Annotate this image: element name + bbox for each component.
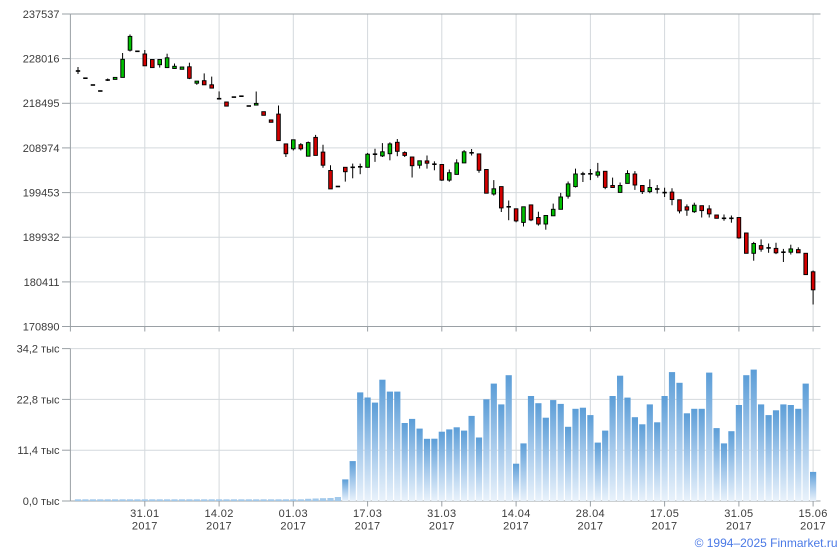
svg-text:170890: 170890: [23, 321, 60, 333]
svg-text:218495: 218495: [23, 98, 60, 110]
svg-text:208974: 208974: [23, 143, 60, 155]
svg-text:17.05: 17.05: [650, 508, 679, 520]
svg-text:189932: 189932: [23, 232, 60, 244]
svg-text:2017: 2017: [577, 521, 603, 533]
svg-text:180411: 180411: [24, 277, 60, 289]
svg-text:11,4 тыс: 11,4 тыс: [17, 445, 60, 457]
svg-text:28.04: 28.04: [576, 508, 605, 520]
svg-text:31.03: 31.03: [427, 508, 456, 520]
svg-text:34,2 тыс: 34,2 тыс: [17, 344, 60, 356]
svg-text:2017: 2017: [726, 521, 752, 533]
svg-text:31.05: 31.05: [724, 508, 753, 520]
svg-text:2017: 2017: [429, 521, 455, 533]
svg-text:2017: 2017: [652, 521, 678, 533]
svg-text:2017: 2017: [206, 521, 232, 533]
svg-text:15.06: 15.06: [798, 508, 827, 520]
svg-text:01.03: 01.03: [279, 508, 308, 520]
svg-text:22,8 тыс: 22,8 тыс: [17, 394, 60, 406]
svg-text:2017: 2017: [800, 521, 826, 533]
svg-text:2017: 2017: [132, 521, 158, 533]
svg-text:© 1994–2025 Finmarket.ru: © 1994–2025 Finmarket.ru: [695, 536, 838, 550]
svg-text:199453: 199453: [23, 188, 60, 200]
svg-text:237537: 237537: [23, 9, 60, 21]
svg-text:17.03: 17.03: [353, 508, 382, 520]
svg-text:14.04: 14.04: [501, 508, 530, 520]
svg-text:14.02: 14.02: [204, 508, 233, 520]
svg-text:2017: 2017: [355, 521, 381, 533]
svg-text:31.01: 31.01: [130, 508, 159, 520]
svg-text:2017: 2017: [280, 521, 306, 533]
svg-text:0,0 тыс: 0,0 тыс: [23, 496, 60, 508]
svg-text:228016: 228016: [23, 54, 60, 66]
svg-text:2017: 2017: [503, 521, 529, 533]
